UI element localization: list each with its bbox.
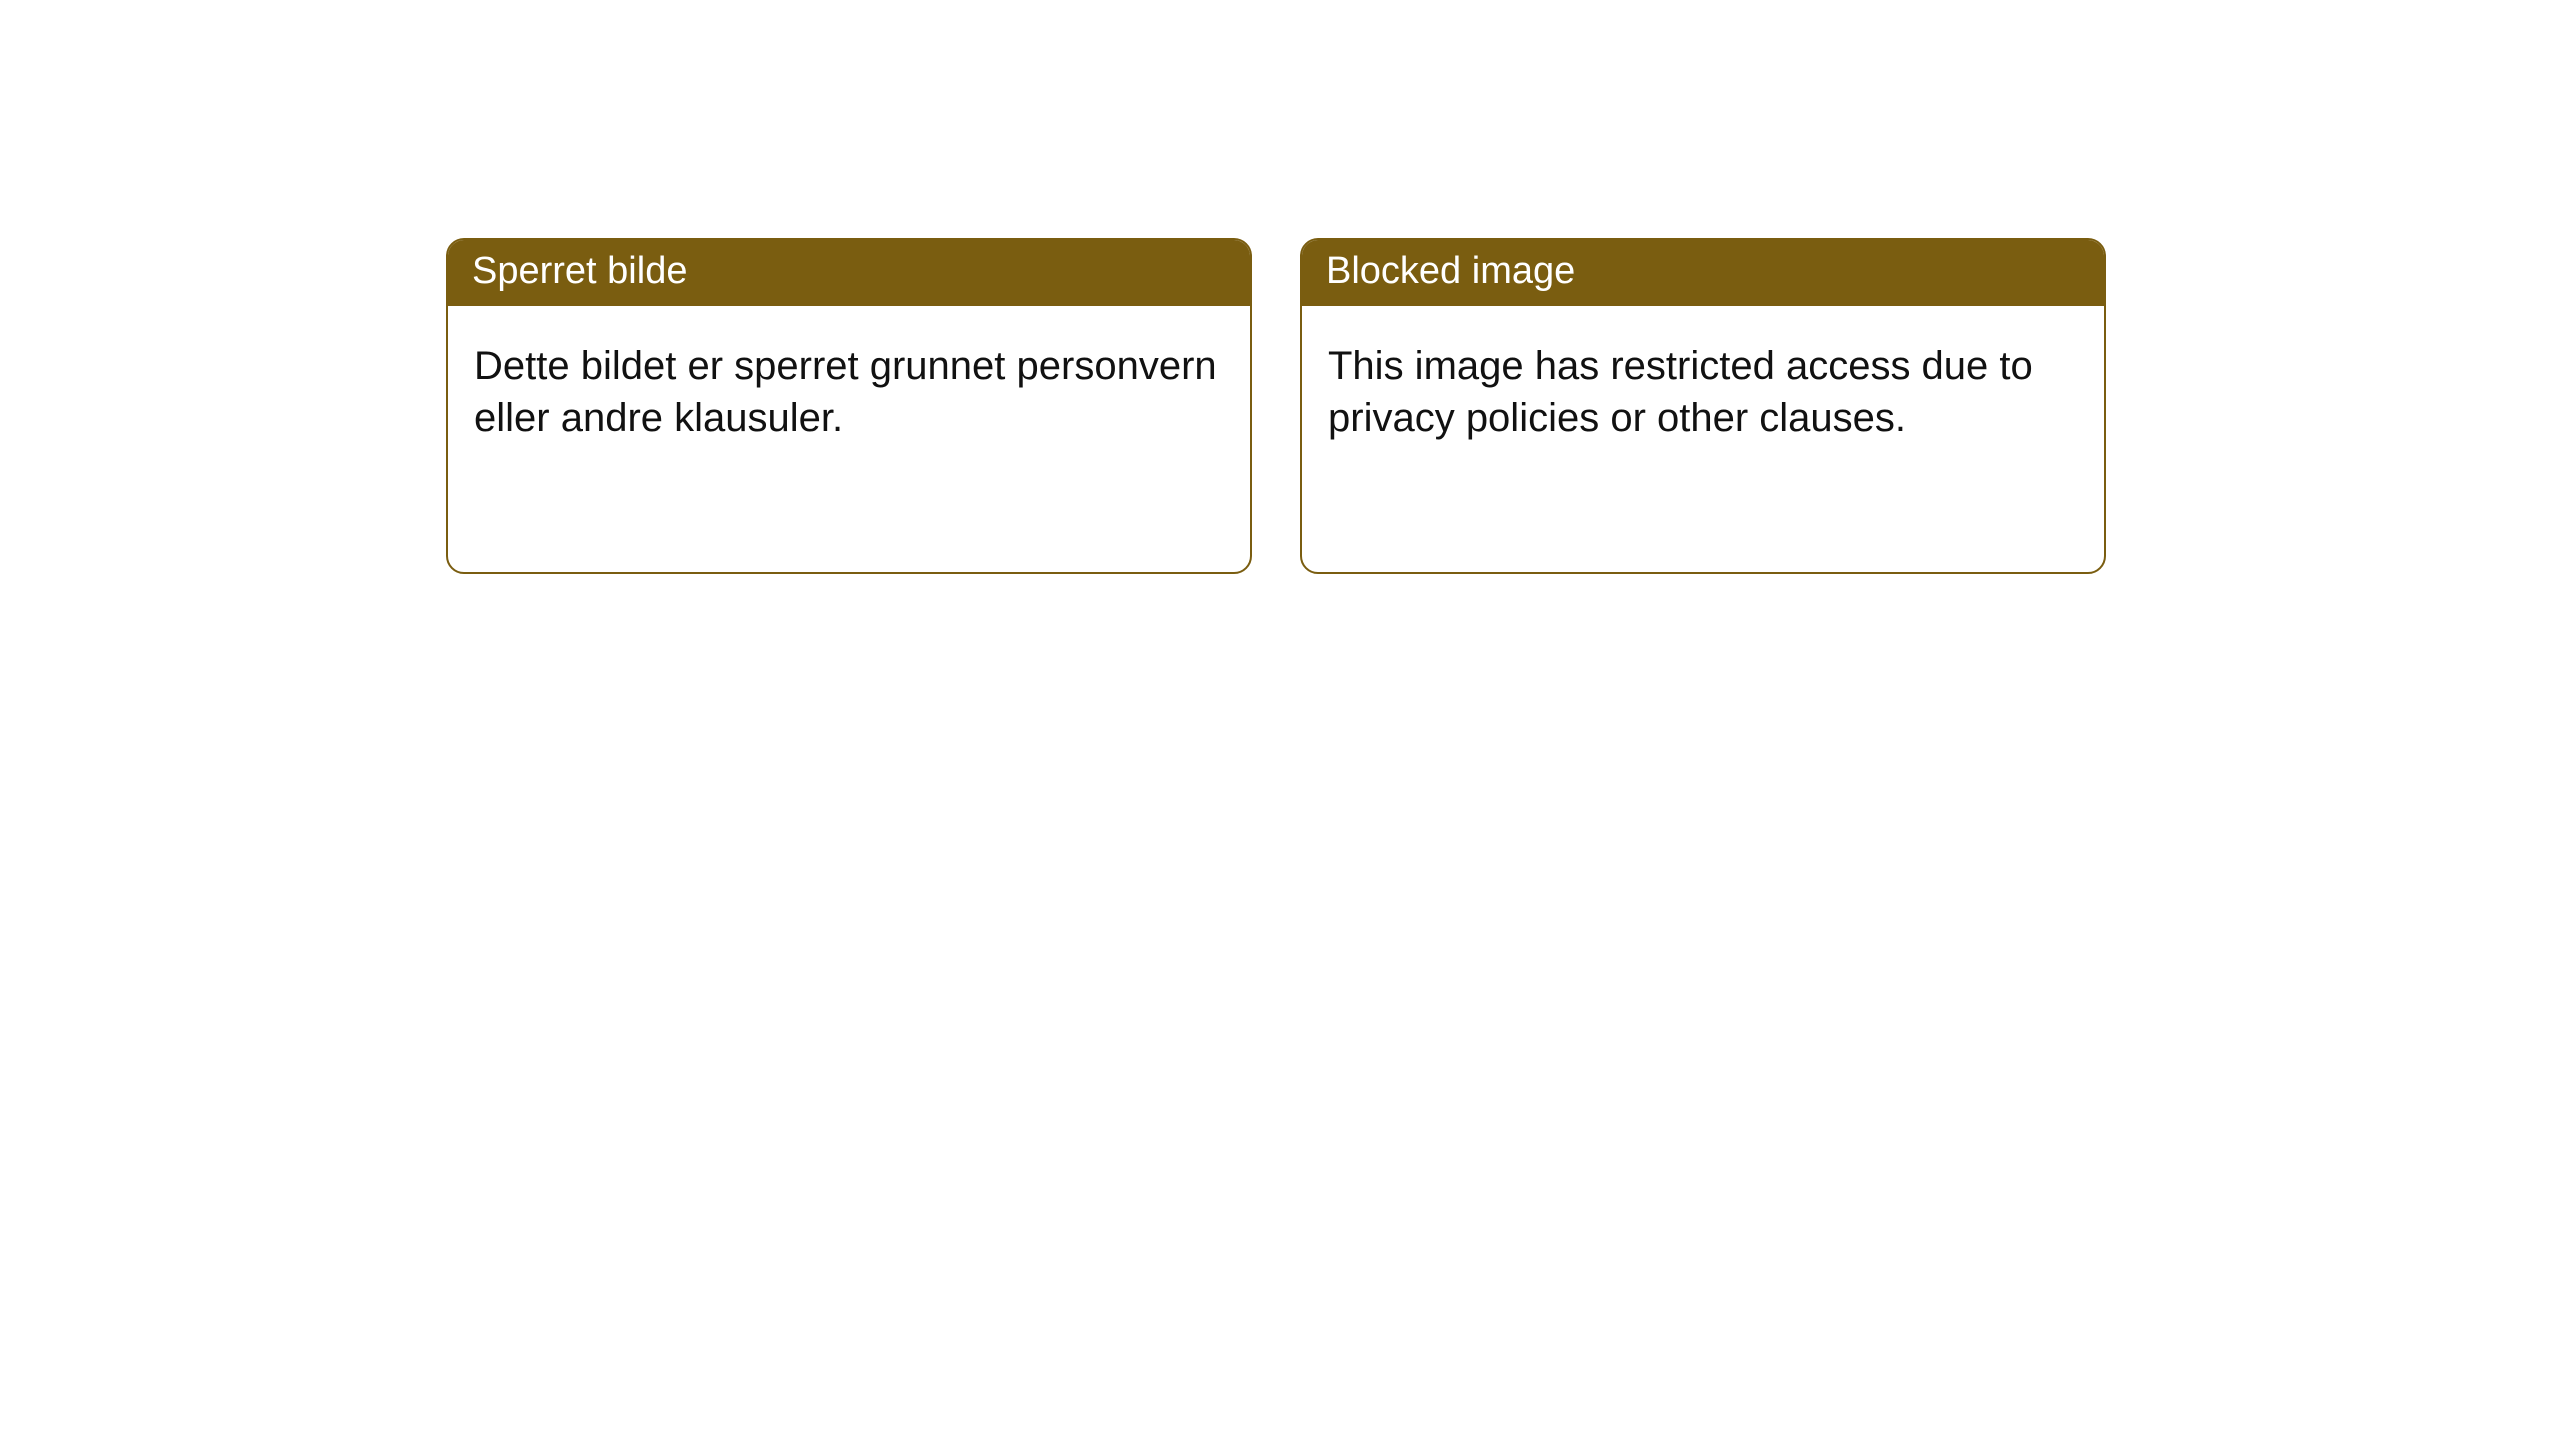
notice-body: Dette bildet er sperret grunnet personve… [448, 306, 1250, 470]
notice-body: This image has restricted access due to … [1302, 306, 2104, 470]
notice-card-norwegian: Sperret bilde Dette bildet er sperret gr… [446, 238, 1252, 574]
notice-title: Blocked image [1302, 240, 2104, 306]
notice-card-english: Blocked image This image has restricted … [1300, 238, 2106, 574]
notice-container: Sperret bilde Dette bildet er sperret gr… [0, 0, 2560, 574]
notice-title: Sperret bilde [448, 240, 1250, 306]
